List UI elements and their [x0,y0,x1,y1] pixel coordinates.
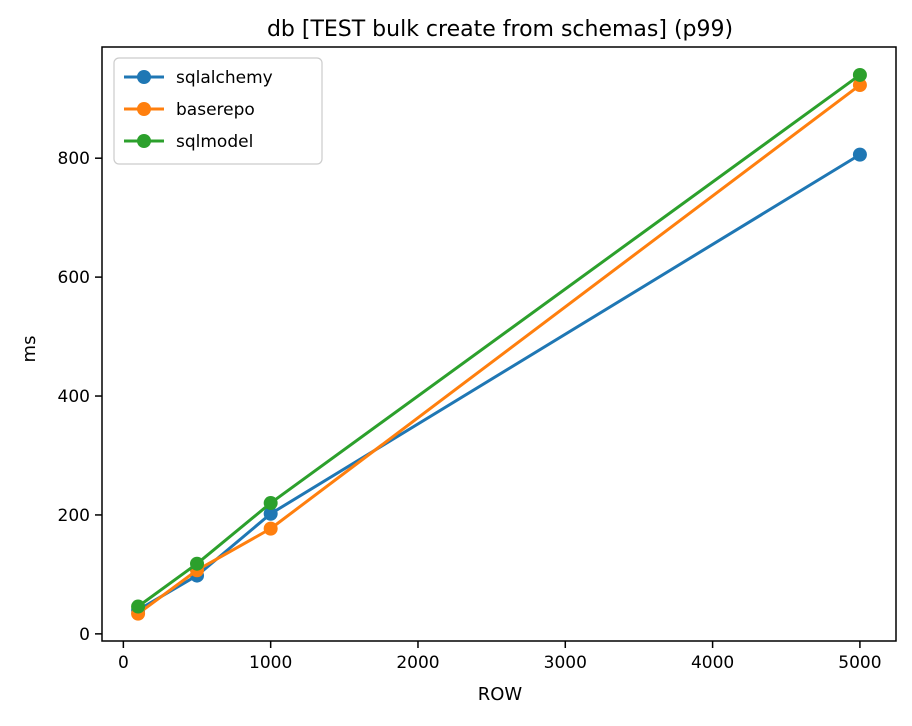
series-line-sqlmodel [137,73,861,608]
data-point-sqlalchemy [263,506,278,521]
data-point-baserepo [852,78,867,93]
legend-box [113,57,323,165]
x-axis-label: ROW [478,684,523,705]
legend: sqlalchemy baserepo sqlmodel [113,57,323,165]
axes: 0 1000 2000 3000 4000 5000 0 200 400 600 800 [58,46,897,673]
x-tick-label: 2000 [396,653,439,673]
x-tick-label: 1000 [249,653,292,673]
data-point-sqlmodel [852,67,867,82]
data-point-baserepo [263,521,278,536]
legend-swatch-marker-sqlmodel [137,134,151,148]
data-point-sqlalchemy [852,147,867,162]
plot-area [131,67,867,621]
y-tick-label: 400 [58,387,90,407]
data-point-sqlmodel [263,496,278,511]
y-tick-label: 600 [58,268,90,288]
x-tick-label: 4000 [691,653,734,673]
plot-frame [101,46,897,642]
data-point-sqlmodel [190,556,205,571]
chart-title: db [TEST bulk create from schemas] (p99) [267,17,733,42]
y-tick-label: 200 [58,506,90,526]
x-tick-label: 5000 [838,653,881,673]
y-axis-label: ms [19,336,40,363]
x-tick-label: 3000 [544,653,587,673]
legend-label-baserepo: baserepo [176,100,255,120]
series-line-baserepo [137,83,861,615]
data-point-sqlmodel [131,599,146,614]
legend-label-sqlmodel: sqlmodel [176,132,253,152]
legend-swatch-marker-baserepo [137,102,151,116]
y-tick-label: 800 [58,149,90,169]
x-tick-label: 0 [118,653,129,673]
legend-swatch-marker-sqlalchemy [137,70,151,84]
y-tick-label: 0 [79,625,90,645]
legend-label-sqlalchemy: sqlalchemy [176,68,273,88]
